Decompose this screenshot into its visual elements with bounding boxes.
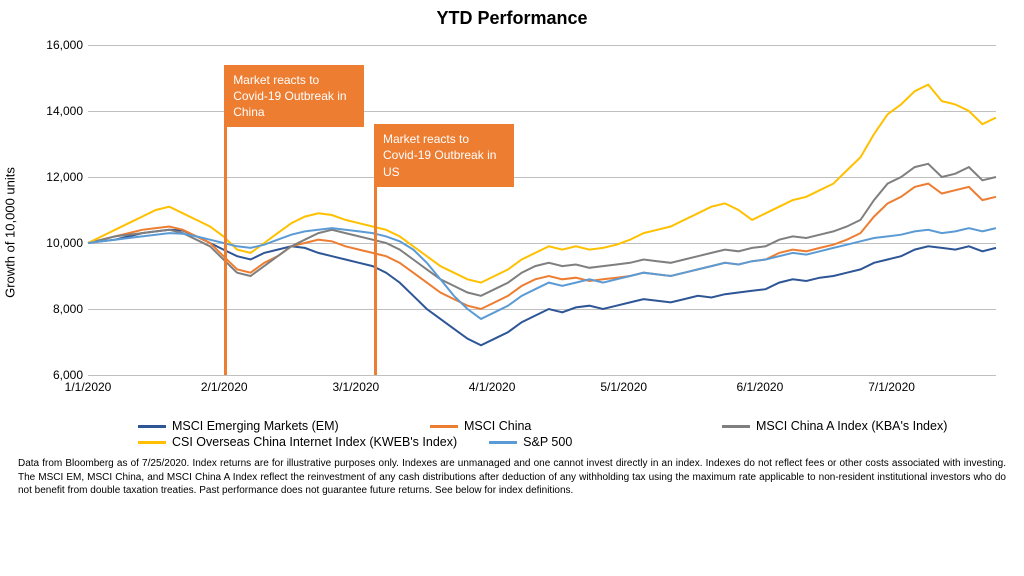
x-tick-label: 3/1/2020 bbox=[333, 380, 380, 394]
legend-item: CSI Overseas China Internet Index (KWEB'… bbox=[138, 435, 457, 449]
chart-container: Growth of 10,000 units 6,0008,00010,0001… bbox=[18, 35, 1006, 415]
annotation: Market reacts to Covid-19 Outbreak in US bbox=[374, 124, 514, 187]
legend-label: CSI Overseas China Internet Index (KWEB'… bbox=[172, 435, 457, 449]
legend-swatch bbox=[489, 441, 517, 444]
annotation-line bbox=[224, 65, 227, 375]
x-tick-label: 6/1/2020 bbox=[737, 380, 784, 394]
y-axis-label: Growth of 10,000 units bbox=[3, 167, 18, 298]
legend: MSCI Emerging Markets (EM) MSCI China MSCI… bbox=[18, 419, 1006, 451]
footnote: Data from Bloomberg as of 7/25/2020. Ind… bbox=[18, 457, 1006, 498]
y-tick-label: 14,000 bbox=[38, 104, 83, 118]
gridline bbox=[88, 375, 996, 376]
x-tick-label: 5/1/2020 bbox=[600, 380, 647, 394]
legend-item: MSCI Emerging Markets (EM) bbox=[138, 419, 398, 433]
legend-label: MSCI China A Index (KBA's Index) bbox=[756, 419, 947, 433]
y-tick-label: 8,000 bbox=[38, 302, 83, 316]
legend-item: MSCI China A Index (KBA's Index) bbox=[722, 419, 982, 433]
chart-title: YTD Performance bbox=[18, 8, 1006, 29]
plot-area: Market reacts to Covid-19 Outbreak in Ch… bbox=[88, 45, 996, 375]
legend-swatch bbox=[138, 425, 166, 428]
annotation-box: Market reacts to Covid-19 Outbreak in US bbox=[374, 124, 514, 187]
legend-item: S&P 500 bbox=[489, 435, 749, 449]
legend-label: MSCI China bbox=[464, 419, 531, 433]
y-tick-label: 10,000 bbox=[38, 236, 83, 250]
legend-swatch bbox=[138, 441, 166, 444]
legend-label: MSCI Emerging Markets (EM) bbox=[172, 419, 339, 433]
annotation-box: Market reacts to Covid-19 Outbreak in Ch… bbox=[224, 65, 364, 128]
legend-swatch bbox=[430, 425, 458, 428]
x-tick-label: 4/1/2020 bbox=[469, 380, 516, 394]
legend-item: MSCI China bbox=[430, 419, 690, 433]
legend-label: S&P 500 bbox=[523, 435, 572, 449]
x-tick-label: 1/1/2020 bbox=[65, 380, 112, 394]
x-tick-label: 2/1/2020 bbox=[201, 380, 248, 394]
legend-swatch bbox=[722, 425, 750, 428]
y-tick-label: 12,000 bbox=[38, 170, 83, 184]
annotation-line bbox=[374, 124, 377, 375]
x-tick-label: 7/1/2020 bbox=[868, 380, 915, 394]
annotation: Market reacts to Covid-19 Outbreak in Ch… bbox=[224, 65, 364, 128]
y-tick-label: 16,000 bbox=[38, 38, 83, 52]
